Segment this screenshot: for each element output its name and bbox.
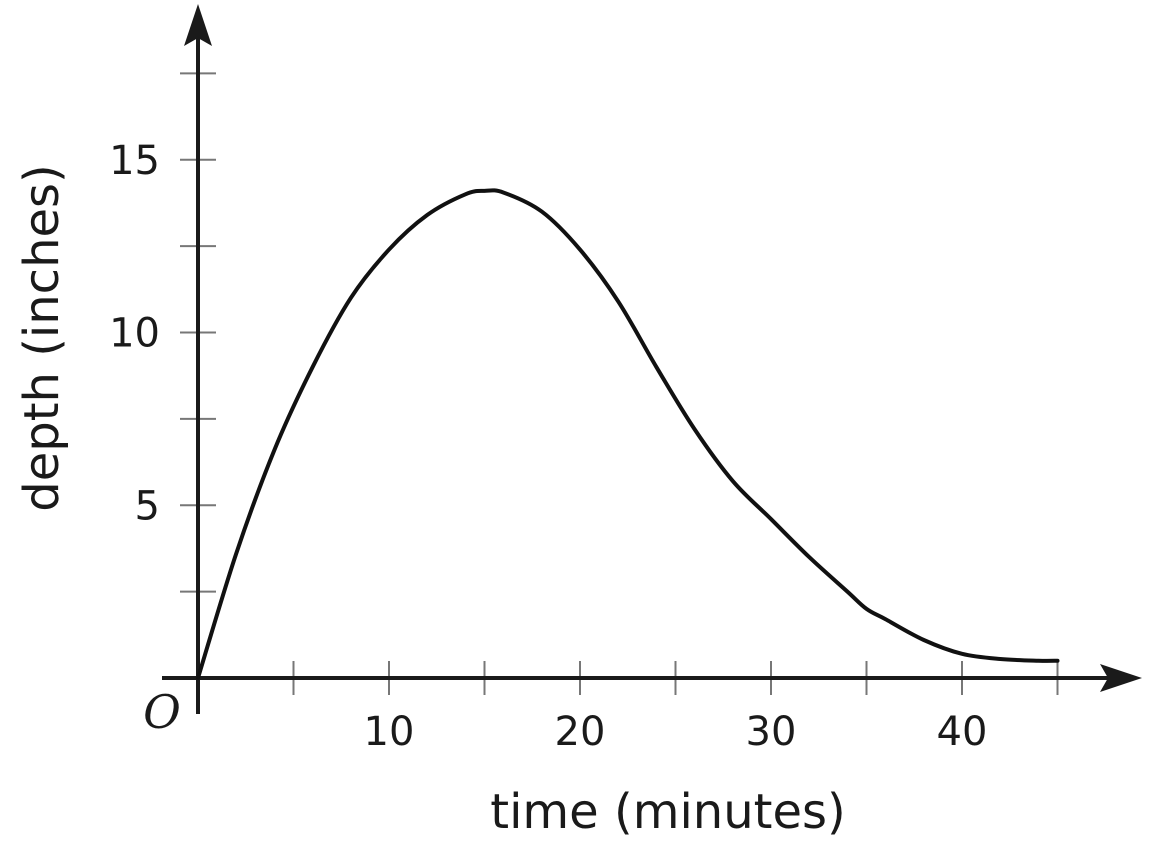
x-tick-label: 30 [746, 709, 797, 755]
x-tick-label: 10 [364, 709, 415, 755]
curve-layer [196, 188, 1060, 680]
ticks-layer [180, 72, 1059, 695]
depth-curve [196, 188, 1060, 680]
origin-label: O [143, 685, 181, 739]
y-axis-title: depth (inches) [14, 164, 70, 512]
x-axis-title: time (minutes) [490, 784, 845, 840]
y-tick-label: 15 [109, 138, 160, 184]
x-axis-arrowhead [1100, 664, 1142, 692]
y-tick-label: 5 [135, 483, 160, 529]
x-tick-label: 20 [555, 709, 606, 755]
y-tick-label: 10 [109, 311, 160, 357]
axes-layer [162, 4, 1142, 714]
x-tick-label: 40 [937, 709, 988, 755]
y-axis-arrowhead [184, 4, 212, 46]
